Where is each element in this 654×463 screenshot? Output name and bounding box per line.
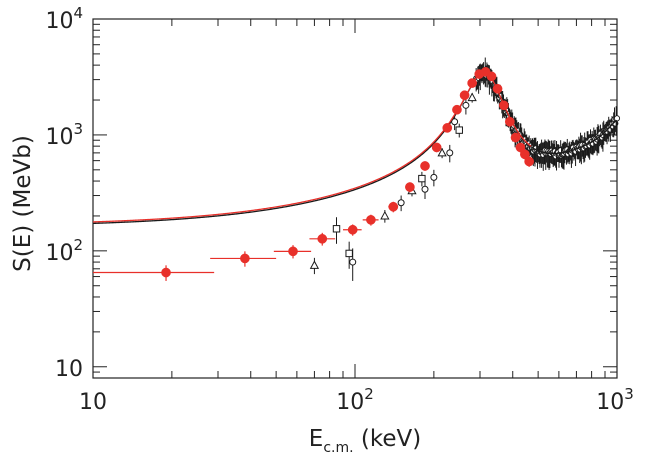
y-tick-label-base: 10 bbox=[45, 125, 73, 150]
x-axis-title-main: E bbox=[309, 426, 324, 452]
triangle-data-point bbox=[380, 210, 390, 220]
x-tick-label: 10 bbox=[79, 390, 107, 415]
red-data-point bbox=[459, 90, 470, 101]
red-data-point bbox=[388, 201, 399, 212]
x-tick-label-base: 10 bbox=[596, 390, 624, 415]
dense-data-point bbox=[613, 115, 621, 122]
x-tick-label: 103 bbox=[596, 385, 634, 415]
x-tick-label: 102 bbox=[336, 385, 374, 415]
y-tick-label: 10 bbox=[55, 357, 83, 382]
triangle-data-point bbox=[437, 147, 447, 157]
red-data-point bbox=[288, 246, 298, 257]
circle-data-point bbox=[421, 185, 429, 193]
plot-layer bbox=[92, 18, 621, 379]
x-axis-title-unit: (keV) bbox=[354, 426, 422, 452]
red-data-point bbox=[515, 142, 526, 153]
triangle-data-point bbox=[309, 260, 320, 269]
red-data-point bbox=[486, 71, 497, 82]
red-data-point bbox=[420, 161, 430, 171]
red-data-point bbox=[405, 182, 415, 192]
circle-data-point bbox=[397, 199, 405, 207]
plot-frame bbox=[92, 18, 618, 379]
red-data-point bbox=[524, 156, 534, 167]
y-tick-label: 102 bbox=[45, 236, 83, 266]
x-tick-label-exponent: 3 bbox=[624, 385, 634, 403]
x-axis-title: Ec.m. (keV) bbox=[309, 426, 421, 456]
red-data-point bbox=[161, 267, 171, 278]
red-data-point bbox=[431, 142, 442, 153]
circle-data-point bbox=[462, 101, 470, 109]
y-tick-label-base: 10 bbox=[45, 241, 73, 266]
triangle-data-point bbox=[467, 92, 477, 102]
y-tick-label-exponent: 3 bbox=[73, 120, 83, 138]
y-tick-label: 104 bbox=[45, 4, 83, 34]
x-axis-title-subscript: c.m. bbox=[323, 440, 353, 456]
square-data-point bbox=[455, 126, 463, 134]
red-data-point bbox=[505, 116, 515, 127]
red-data-point bbox=[499, 100, 509, 111]
y-axis-title: S(E) (MeVb) bbox=[10, 135, 36, 272]
square-data-point bbox=[332, 225, 341, 233]
circle-data-point bbox=[430, 173, 438, 181]
square-data-point bbox=[418, 174, 426, 183]
x-tick-label-exponent: 2 bbox=[364, 385, 374, 403]
red-data-point bbox=[366, 215, 376, 225]
y-tick-label-base: 10 bbox=[45, 9, 73, 34]
red-data-point bbox=[520, 149, 530, 160]
red-data-point bbox=[510, 132, 521, 143]
red-data-point bbox=[442, 123, 453, 133]
red-data-point bbox=[240, 253, 250, 264]
y-tick-label-exponent: 2 bbox=[73, 236, 83, 254]
y-tick-label: 103 bbox=[45, 120, 83, 150]
red-data-point bbox=[317, 233, 328, 244]
red-data-point bbox=[452, 104, 462, 115]
red-data-point bbox=[467, 78, 478, 88]
x-tick-label-base: 10 bbox=[336, 390, 364, 415]
square-data-point bbox=[345, 249, 353, 258]
red-data-point bbox=[347, 224, 358, 235]
circle-data-point bbox=[446, 149, 454, 157]
red-data-point bbox=[492, 83, 503, 94]
y-tick-label-exponent: 4 bbox=[73, 4, 83, 22]
circle-data-point bbox=[349, 258, 357, 266]
